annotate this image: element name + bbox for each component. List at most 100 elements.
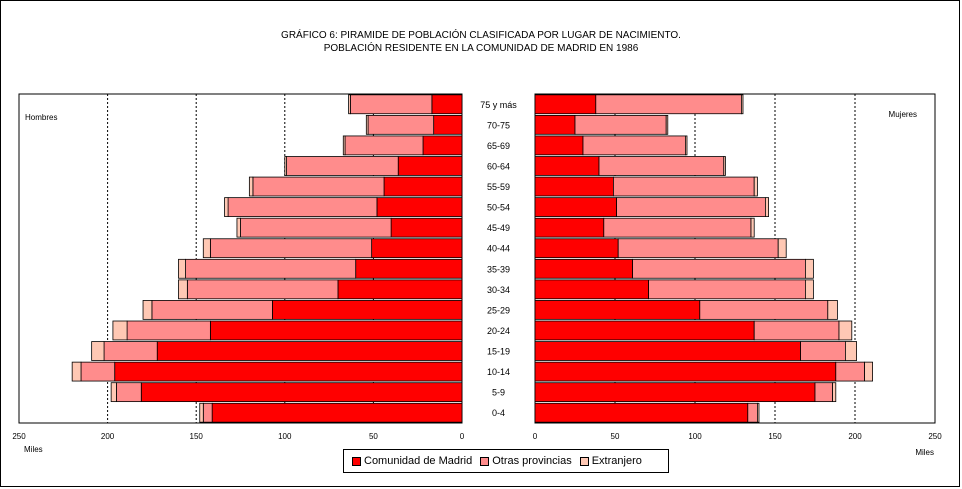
unit-label-left: Miles <box>24 445 43 454</box>
bar-hombres-provincias-2 <box>344 135 424 156</box>
bar-mujeres-provincias-8 <box>632 258 806 279</box>
bar-hombres-madrid-14 <box>140 382 463 403</box>
bar-hombres-madrid-10 <box>271 300 463 320</box>
bar-hombres-extranjero-3 <box>284 156 287 176</box>
bar-hombres-extranjero-2 <box>342 135 346 156</box>
bar-hombres-extranjero-12 <box>91 341 105 361</box>
bar-mujeres-extranjero-2 <box>685 135 688 156</box>
legend-swatch-provincias <box>480 456 490 466</box>
tick-left-250: 250 <box>12 432 26 441</box>
legend-item-extranjero: Extranjero <box>579 455 642 467</box>
bar-hombres-extranjero-10 <box>142 300 153 320</box>
bar-hombres-provincias-3 <box>286 156 399 176</box>
bar-hombres-madrid-15 <box>211 402 463 423</box>
tick-left-200: 200 <box>101 432 115 441</box>
category-label-9: 30-34 <box>487 285 510 295</box>
category-label-14: 5-9 <box>492 388 505 398</box>
bar-mujeres-extranjero-7 <box>777 238 787 259</box>
category-label-5: 50-54 <box>487 203 510 213</box>
bar-mujeres-provincias-1 <box>574 114 667 135</box>
tick-left-50: 50 <box>369 432 378 441</box>
bar-hombres-madrid-12 <box>156 341 463 361</box>
bar-hombres-extranjero-0 <box>348 94 351 115</box>
bar-hombres-provincias-6 <box>240 217 392 238</box>
tick-right-250: 250 <box>928 432 942 441</box>
category-label-10: 25-29 <box>487 305 510 315</box>
legend-item-provincias: Otras provincias <box>480 455 572 467</box>
bar-hombres-provincias-15 <box>202 402 213 423</box>
bar-mujeres-provincias-3 <box>598 156 725 176</box>
bar-hombres-madrid-4 <box>383 176 463 197</box>
bar-mujeres-provincias-15 <box>747 402 758 423</box>
bar-hombres-madrid-2 <box>422 135 463 156</box>
legend-label-provincias: Otras provincias <box>492 455 572 467</box>
bar-mujeres-extranjero-5 <box>765 197 770 217</box>
bar-mujeres-madrid-12 <box>534 341 802 361</box>
bar-hombres-provincias-10 <box>151 300 273 320</box>
chart-legend: Comunidad de Madrid Otras provincias Ext… <box>343 449 669 473</box>
bar-mujeres-madrid-7 <box>534 238 619 259</box>
bar-mujeres-madrid-15 <box>534 402 749 423</box>
bar-mujeres-madrid-10 <box>534 300 701 320</box>
bar-mujeres-extranjero-9 <box>805 279 814 300</box>
bar-hombres-extranjero-7 <box>202 238 211 259</box>
bar-mujeres-provincias-0 <box>595 94 742 115</box>
bar-hombres-provincias-1 <box>367 114 435 135</box>
bar-hombres-provincias-14 <box>116 382 142 403</box>
bar-mujeres-madrid-4 <box>534 176 614 197</box>
category-label-13: 10-14 <box>487 367 510 377</box>
category-label-15: 0-4 <box>492 408 505 418</box>
bar-hombres-madrid-3 <box>397 156 463 176</box>
category-label-12: 15-19 <box>487 347 510 357</box>
category-label-4: 55-59 <box>487 182 510 192</box>
chart-title-line-2: POBLACIÓN RESIDENTE EN LA COMUNIDAD DE M… <box>323 43 639 54</box>
category-label-7: 40-44 <box>487 244 510 254</box>
bar-hombres-provincias-0 <box>349 94 433 115</box>
bar-hombres-extranjero-14 <box>110 382 117 403</box>
bar-mujeres-extranjero-14 <box>832 382 837 403</box>
tick-left-150: 150 <box>190 432 204 441</box>
bar-mujeres-extranjero-12 <box>845 341 858 361</box>
bar-mujeres-madrid-2 <box>534 135 584 156</box>
bar-mujeres-madrid-11 <box>534 320 755 341</box>
category-label-2: 65-69 <box>487 141 510 151</box>
bar-mujeres-madrid-0 <box>534 94 597 115</box>
tick-right-150: 150 <box>768 432 782 441</box>
bar-hombres-extranjero-4 <box>248 176 254 197</box>
bar-mujeres-provincias-13 <box>835 361 865 382</box>
bar-hombres-extranjero-5 <box>224 197 229 217</box>
bar-hombres-provincias-13 <box>80 361 116 382</box>
category-label-8: 35-39 <box>487 264 510 274</box>
bar-mujeres-madrid-6 <box>534 217 605 238</box>
bar-mujeres-extranjero-4 <box>753 176 758 197</box>
bar-mujeres-extranjero-15 <box>757 402 760 423</box>
bar-hombres-madrid-11 <box>209 320 463 341</box>
bar-mujeres-provincias-9 <box>648 279 806 300</box>
bar-hombres-provincias-9 <box>186 279 339 300</box>
bar-mujeres-madrid-9 <box>534 279 649 300</box>
chart-title-line-1: GRÁFICO 6: PIRAMIDE DE POBLACIÓN CLASIFI… <box>281 30 681 41</box>
legend-item-madrid: Comunidad de Madrid <box>352 455 472 467</box>
bar-mujeres-extranjero-1 <box>665 114 669 135</box>
bar-hombres-madrid-8 <box>355 258 463 279</box>
bar-hombres-madrid-0 <box>431 94 463 115</box>
tick-right-100: 100 <box>688 432 702 441</box>
bar-mujeres-provincias-6 <box>603 217 752 238</box>
bar-mujeres-provincias-10 <box>699 300 829 320</box>
tick-right-200: 200 <box>848 432 862 441</box>
bar-mujeres-madrid-5 <box>534 197 617 217</box>
bar-hombres-extranjero-8 <box>178 258 186 279</box>
bar-hombres-provincias-7 <box>209 238 373 259</box>
legend-label-extranjero: Extranjero <box>591 455 642 467</box>
legend-label-madrid: Comunidad de Madrid <box>364 455 473 467</box>
tick-right-50: 50 <box>611 432 620 441</box>
bar-hombres-extranjero-1 <box>365 114 369 135</box>
bar-hombres-madrid-7 <box>371 238 463 259</box>
bar-mujeres-provincias-12 <box>800 341 846 361</box>
bar-hombres-extranjero-6 <box>236 217 241 238</box>
category-label-0: 75 y más <box>480 100 517 110</box>
tick-left-0: 0 <box>460 432 465 441</box>
legend-swatch-madrid <box>352 456 361 466</box>
bar-hombres-provincias-4 <box>252 176 385 197</box>
bar-mujeres-extranjero-0 <box>741 94 744 115</box>
